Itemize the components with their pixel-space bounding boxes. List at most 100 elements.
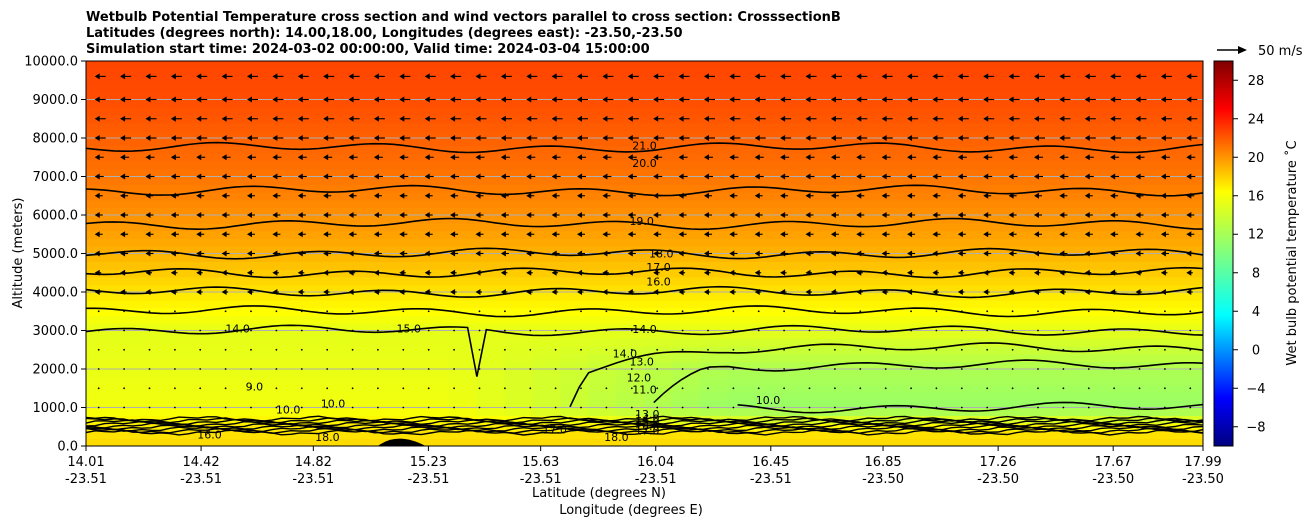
temperature-cell bbox=[113, 68, 143, 78]
temperature-cell bbox=[700, 161, 729, 170]
temperature-cell bbox=[1063, 338, 1093, 347]
wind-vector-head bbox=[399, 289, 405, 295]
temperature-cell bbox=[449, 330, 478, 339]
temperature-cell bbox=[1175, 299, 1203, 309]
x-tick-label-lat: 14.82 bbox=[295, 455, 332, 470]
temperature-cell bbox=[309, 261, 339, 270]
wind-vector-head bbox=[500, 212, 506, 218]
temperature-cell bbox=[1175, 99, 1203, 108]
temperature-cell bbox=[560, 199, 590, 209]
temperature-cell bbox=[867, 122, 897, 132]
x-tick-label-lat: 17.26 bbox=[979, 455, 1016, 470]
temperature-cell bbox=[672, 91, 702, 101]
temperature-cell bbox=[476, 76, 506, 85]
temperature-cell bbox=[979, 315, 1009, 324]
x-tick-label-lat: 15.63 bbox=[522, 455, 559, 470]
temperature-cell bbox=[588, 138, 618, 147]
wind-vector-head bbox=[881, 250, 887, 257]
temperature-cell bbox=[784, 315, 813, 324]
temperature-cell bbox=[169, 299, 199, 309]
wind-vector-head bbox=[145, 231, 151, 238]
wind-vector-head bbox=[856, 231, 862, 238]
wind-vector-head bbox=[780, 173, 786, 180]
wind-vector-head bbox=[196, 231, 202, 238]
temperature-cell bbox=[923, 238, 953, 247]
wind-vector-head bbox=[1110, 269, 1116, 276]
wind-vector-head bbox=[170, 96, 176, 103]
temperature-cell bbox=[449, 91, 478, 101]
temperature-cell bbox=[113, 168, 143, 178]
wind-vector-head bbox=[983, 154, 989, 161]
temperature-cell bbox=[923, 353, 953, 363]
temperature-cell bbox=[895, 299, 925, 309]
temperature-cell bbox=[979, 230, 1009, 239]
temperature-cell bbox=[588, 361, 618, 370]
colorbar-tick-label: 20 bbox=[1248, 151, 1265, 166]
temperature-cell bbox=[532, 161, 562, 170]
wind-vector-head bbox=[399, 173, 405, 180]
temperature-cell bbox=[365, 176, 394, 185]
wind-vector-head bbox=[780, 212, 786, 218]
wind-vector bbox=[732, 348, 735, 351]
temperature-cell bbox=[867, 91, 897, 101]
temperature-cell bbox=[700, 107, 729, 116]
temperature-cell bbox=[728, 376, 757, 386]
temperature-cell bbox=[1147, 99, 1176, 108]
temperature-cell bbox=[113, 338, 143, 347]
wind-vector-head bbox=[729, 250, 735, 257]
temperature-cell bbox=[812, 376, 841, 386]
temperature-cell bbox=[951, 399, 981, 409]
temperature-cell bbox=[979, 330, 1009, 339]
wind-vector-head bbox=[653, 135, 659, 141]
temperature-cell bbox=[867, 61, 897, 70]
temperature-cell bbox=[309, 369, 339, 378]
temperature-cell bbox=[1091, 292, 1120, 301]
wind-vector-head bbox=[577, 289, 583, 295]
temperature-cell bbox=[309, 191, 339, 201]
wind-vector-head bbox=[1084, 73, 1090, 80]
wind-vector bbox=[808, 387, 811, 390]
temperature-cell bbox=[476, 99, 506, 108]
wind-vector-head bbox=[1033, 96, 1039, 103]
temperature-cell bbox=[337, 430, 366, 440]
wind-vector-head bbox=[94, 135, 100, 141]
temperature-cell bbox=[86, 68, 115, 78]
temperature-cell bbox=[365, 399, 394, 409]
temperature-cell bbox=[1035, 307, 1065, 316]
temperature-cell bbox=[560, 130, 590, 139]
temperature-cell bbox=[309, 230, 339, 239]
temperature-cell bbox=[532, 215, 562, 224]
colorbar-tick-label: 0 bbox=[1252, 343, 1260, 358]
temperature-cell bbox=[281, 207, 311, 216]
wind-vector-head bbox=[780, 192, 786, 199]
wind-vector bbox=[529, 406, 532, 409]
wind-vector-head bbox=[450, 192, 456, 199]
wind-vector-head bbox=[830, 154, 836, 161]
temperature-cell bbox=[225, 161, 255, 170]
temperature-cell bbox=[1007, 161, 1037, 170]
wind-vector-head bbox=[602, 250, 608, 257]
wind-vector-head bbox=[907, 250, 913, 257]
temperature-cell bbox=[1175, 422, 1203, 432]
temperature-cell bbox=[700, 276, 729, 286]
temperature-cell bbox=[169, 392, 199, 401]
temperature-cell bbox=[951, 384, 981, 393]
temperature-cell bbox=[840, 353, 869, 363]
colorbar-tick-label: 24 bbox=[1248, 112, 1265, 127]
temperature-cell bbox=[281, 268, 311, 278]
temperature-cell bbox=[895, 245, 925, 255]
temperature-cell bbox=[812, 284, 841, 293]
temperature-cell bbox=[281, 84, 311, 93]
temperature-cell bbox=[365, 369, 394, 378]
temperature-cell bbox=[1147, 261, 1176, 270]
wind-vector-head bbox=[703, 115, 709, 122]
wind-vector-head bbox=[424, 135, 430, 141]
temperature-cell bbox=[895, 330, 925, 339]
wind-vector-head bbox=[170, 269, 176, 276]
temperature-cell bbox=[393, 315, 422, 324]
wind-vector-head bbox=[500, 154, 506, 161]
temperature-cell bbox=[365, 168, 394, 178]
temperature-cell bbox=[532, 114, 562, 124]
temperature-cell bbox=[1035, 376, 1065, 386]
